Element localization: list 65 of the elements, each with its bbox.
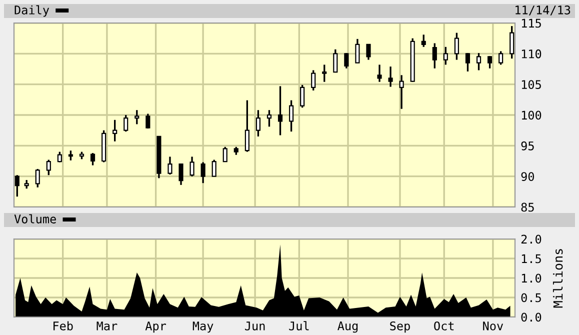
candlestick — [488, 55, 492, 70]
y-tick-label: 0.5 — [521, 293, 541, 302]
candlestick — [278, 85, 283, 136]
x-tick-label: Mar — [96, 322, 118, 330]
candlestick — [311, 69, 316, 92]
candlestick — [178, 163, 184, 186]
x-tick-label: Jul — [289, 321, 309, 330]
candlestick — [366, 44, 371, 61]
y-tick-label: 1.5 — [522, 254, 541, 264]
candlestick — [322, 64, 327, 83]
candlestick — [399, 74, 404, 110]
y-tick-label: 85 — [521, 202, 534, 212]
candlestick — [35, 168, 40, 188]
candlestick — [421, 34, 426, 48]
candlestick — [510, 25, 514, 60]
candlestick — [454, 32, 459, 61]
x-tick-label: Feb — [54, 321, 73, 330]
candlestick — [112, 119, 118, 142]
candlestick — [14, 174, 20, 198]
y-tick-label: 100 — [522, 110, 542, 120]
candlestick — [256, 109, 260, 138]
candlestick — [377, 64, 382, 83]
x-tick-label: Apr — [145, 322, 166, 333]
candlestick — [168, 156, 172, 176]
y-tick-label: 110 — [522, 49, 542, 58]
candlestick — [212, 158, 216, 178]
x-tick-label: May — [192, 322, 214, 333]
candlestick — [146, 112, 150, 130]
candlestick — [134, 109, 140, 126]
candlestick — [90, 152, 96, 166]
candlestick — [300, 84, 305, 108]
x-tick-label: Aug — [338, 322, 358, 333]
candlestick — [190, 156, 194, 178]
y-axis-title: Millions — [552, 249, 563, 308]
candlestick — [432, 42, 437, 70]
candlestick — [498, 50, 504, 66]
candlestick — [333, 48, 338, 73]
candlestick — [443, 46, 448, 66]
candlestick — [200, 161, 206, 184]
chart-title: Volume — [14, 214, 56, 224]
candlestick — [244, 99, 250, 153]
candlestick — [222, 146, 228, 162]
text: 11/14/13 — [516, 6, 570, 16]
candlestick — [476, 52, 482, 72]
y-tick-label: 105 — [522, 80, 541, 90]
candlestick — [465, 52, 470, 72]
y-tick-label: 0.0 — [521, 312, 542, 322]
candlestick — [388, 66, 393, 88]
x-tick-label: Sep — [390, 321, 410, 333]
y-tick-label: 1.0 — [522, 274, 542, 283]
x-tick-label: Nov — [483, 322, 504, 330]
candlestick — [266, 109, 272, 128]
candlestick — [124, 114, 128, 132]
candlestick — [288, 99, 294, 132]
candlestick — [68, 150, 74, 162]
y-tick-label: 90 — [521, 172, 534, 182]
y-tick-label: 2.0 — [521, 234, 542, 244]
candlestick — [344, 52, 349, 70]
y-tick-label: 95 — [521, 141, 534, 150]
chart-title: Daily — [14, 5, 50, 17]
x-tick-label: Oct — [434, 321, 454, 330]
candlestick — [46, 158, 51, 176]
y-tick-label: 115 — [522, 18, 541, 28]
x-tick-label: Jun — [245, 322, 265, 330]
candlestick — [355, 38, 360, 64]
